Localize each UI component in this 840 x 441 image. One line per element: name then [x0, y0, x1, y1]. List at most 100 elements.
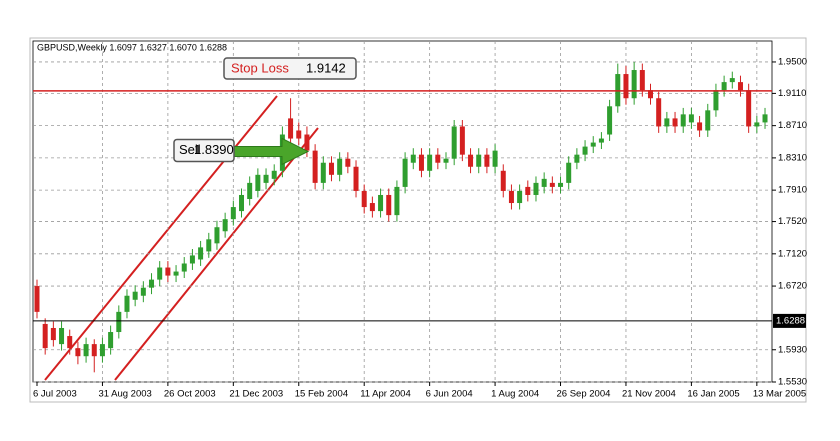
candle-body	[468, 154, 474, 167]
candle-body	[132, 291, 138, 300]
sell-arrow	[231, 137, 310, 166]
candle-body	[566, 162, 572, 183]
candle-body	[140, 287, 146, 296]
candle-body	[492, 150, 498, 167]
candle-body	[189, 255, 195, 264]
candle-body	[508, 190, 514, 204]
current-price-label: 1.6288	[776, 315, 805, 326]
x-tick-label: 21 Dec 2003	[229, 389, 283, 400]
candle-body	[623, 74, 629, 99]
candle-body	[206, 239, 212, 252]
candle-body	[157, 267, 163, 280]
candle-body	[476, 154, 482, 167]
chart-frame	[29, 37, 807, 403]
y-tick-label: 1.7910	[778, 185, 807, 196]
x-tick-label: 26 Oct 2003	[164, 389, 216, 400]
x-tick-label: 11 Apr 2004	[360, 389, 411, 400]
candle-body	[59, 327, 65, 345]
candle-body	[410, 154, 416, 163]
candle-body	[705, 110, 711, 131]
candle-body	[271, 170, 277, 179]
channel-upper	[44, 95, 278, 381]
candle-body	[83, 344, 89, 357]
plot-area	[32, 40, 773, 383]
candle-body	[99, 344, 105, 357]
candle-body	[427, 154, 433, 171]
candle-body	[729, 78, 735, 83]
x-tick-label: 1 Aug 2004	[491, 389, 539, 400]
y-tick-label: 1.8310	[778, 152, 807, 163]
y-tick-label: 1.8710	[778, 120, 807, 131]
candle-body	[124, 295, 130, 312]
candle-body	[304, 134, 310, 151]
candle-body	[639, 70, 645, 91]
candle-body	[443, 158, 449, 163]
candle-body	[222, 219, 228, 232]
candle-body	[517, 190, 523, 204]
candle-body	[762, 114, 768, 123]
candle-body	[116, 311, 122, 333]
candle-body	[688, 114, 694, 123]
candle-body	[378, 194, 384, 212]
candle-body	[34, 286, 40, 312]
sell-label: Sell	[179, 142, 201, 157]
candle-body	[754, 122, 760, 127]
sell-box	[173, 138, 235, 163]
chart-title: GBPUSD,Weekly 1.6097 1.6327 1.6070 1.628…	[37, 42, 227, 52]
candle-body	[181, 263, 187, 272]
candle-body	[67, 336, 73, 349]
sell-price: 1.8390	[194, 142, 234, 157]
candle-body	[108, 332, 114, 349]
y-tick-label: 1.5930	[778, 344, 807, 355]
y-tick-label: 1.7120	[778, 248, 807, 259]
candle-body	[459, 126, 465, 155]
x-tick-label: 26 Sep 2004	[557, 389, 611, 400]
y-tick-label: 1.5530	[778, 377, 807, 388]
y-tick-label: 1.7520	[778, 216, 807, 227]
candle-body	[239, 194, 244, 212]
candle-body	[75, 348, 81, 357]
stop-loss-value: 1.9142	[306, 60, 346, 75]
candle-body	[656, 98, 662, 127]
candle-body	[361, 190, 367, 208]
candle-body	[91, 344, 97, 357]
candle-body	[484, 154, 490, 167]
candle-body	[607, 106, 613, 135]
candle-body	[214, 227, 220, 244]
candle-body	[173, 271, 179, 276]
candle-body	[737, 82, 743, 91]
x-tick-label: 16 Jan 2005	[687, 389, 739, 400]
candle-body	[353, 166, 359, 191]
candle-body	[500, 170, 506, 191]
candle-body	[533, 182, 539, 195]
candle-body	[418, 154, 424, 171]
x-tick-label: 13 Mar 2005	[753, 389, 806, 400]
stop-loss-box	[223, 57, 357, 80]
candle-body	[247, 182, 253, 200]
stop-loss-label: Stop Loss	[231, 60, 289, 75]
candle-body	[386, 194, 392, 216]
candle-body	[558, 182, 564, 187]
candle-body	[328, 162, 334, 175]
y-tick-label: 1.9500	[778, 56, 807, 67]
candle-body	[697, 122, 703, 131]
candle-body	[263, 174, 269, 183]
x-tick-label: 6 Jul 2003	[33, 389, 77, 400]
candle-body	[288, 118, 294, 139]
candle-body	[672, 118, 678, 127]
candle-body	[598, 138, 604, 143]
candle-body	[451, 126, 457, 159]
candle-body	[230, 207, 236, 220]
current-price-box	[773, 313, 806, 328]
candle-body	[402, 158, 408, 187]
candle-body	[312, 150, 318, 183]
candle-body	[320, 162, 326, 183]
candle-body	[525, 186, 531, 195]
candle-body	[394, 186, 400, 216]
candle-body	[296, 130, 302, 139]
candle-body	[255, 174, 261, 191]
candle-body	[746, 90, 752, 127]
candle-body	[713, 90, 719, 111]
y-tick-label: 1.9110	[778, 88, 806, 99]
